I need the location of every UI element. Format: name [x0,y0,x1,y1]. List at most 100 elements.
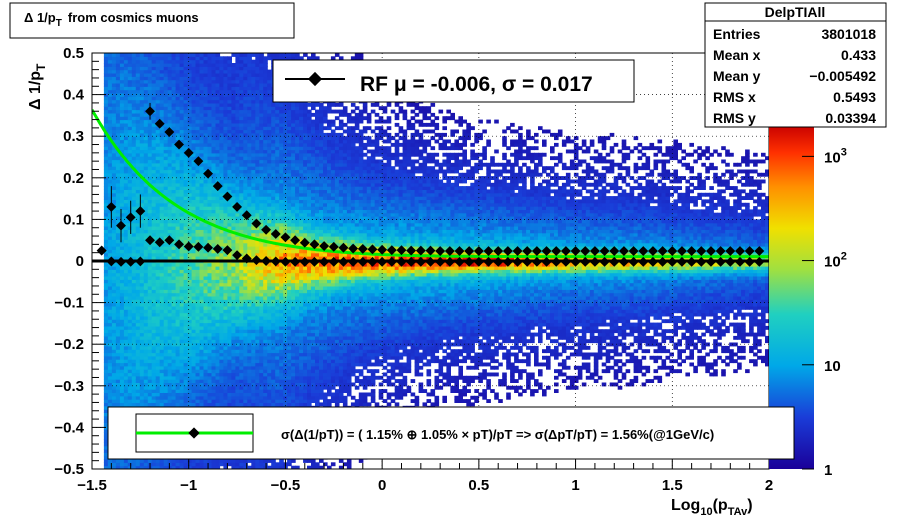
heatmap-cell [175,106,181,111]
heatmap-cell [175,349,181,354]
heatmap-cell [119,129,125,134]
heatmap-cell [235,342,240,347]
heatmap-cell [151,59,157,64]
heatmap-cell [183,375,189,380]
heatmap-cell [207,236,213,240]
heatmap-cell [231,299,236,304]
heatmap-cell [247,92,252,97]
heatmap-cell [195,272,201,277]
heatmap-cell [171,129,177,134]
heatmap-cell [103,299,109,304]
heatmap-cell [251,109,256,114]
heatmap-cell [191,236,197,240]
heatmap-cell [207,152,213,157]
heatmap-cell [119,202,125,207]
heatmap-cell [167,342,173,347]
heatmap-cell [199,242,205,247]
heatmap-cell [167,152,173,157]
heatmap-cell [167,272,173,277]
heatmap-cell [215,109,221,114]
heatmap-cell [211,332,217,337]
heatmap-cell [179,209,185,214]
heatmap-cell [219,212,224,217]
heatmap-cell [123,63,129,67]
heatmap-cell [195,325,201,330]
heatmap-cell [179,339,185,344]
heatmap-cell [167,83,173,87]
heatmap-cell [239,339,244,344]
heatmap-cell [243,226,248,230]
heatmap-cell [199,186,205,190]
heatmap-cell [151,89,157,94]
heatmap-cell [151,172,157,177]
heatmap-cell [103,69,109,74]
heatmap-cell [139,319,145,324]
heatmap-cell [199,322,205,327]
heatmap-cell [195,219,201,224]
heatmap-cell [211,109,217,114]
heatmap-cell [227,266,232,270]
heatmap-cell [111,335,117,340]
heatmap-cell [107,56,113,61]
heatmap-cell [195,136,201,141]
heatmap-cell [195,392,201,397]
heatmap-cell [115,142,121,147]
heatmap-cell [223,86,228,91]
heatmap-cell [131,389,137,393]
heatmap-cell [159,92,165,97]
heatmap-cell [199,372,205,377]
heatmap-cell [111,385,117,390]
heatmap-cell [179,149,185,154]
heatmap-cell [195,139,201,144]
heatmap-cell [207,96,213,101]
heatmap-cell [179,342,185,347]
heatmap-cell [191,169,197,174]
heatmap-cell [247,395,252,400]
heatmap-cell [123,129,129,134]
heatmap-cell [215,325,221,330]
heatmap-cell [123,206,129,210]
heatmap-cell [195,369,201,374]
heatmap-cell [107,102,113,107]
heatmap-cell [227,142,232,147]
heatmap-cell [167,465,173,469]
heatmap-cell [103,372,109,377]
heatmap-cell [119,362,125,367]
heatmap-cell [115,109,121,114]
heatmap-cell [195,256,201,260]
heatmap-cell [215,282,221,287]
heatmap-cell [235,136,240,141]
heatmap-cell [199,89,205,94]
heatmap-cell [227,299,232,304]
heatmap-cell [123,379,129,383]
heatmap-cell [247,192,252,197]
heatmap-cell [183,352,189,357]
heatmap-cell [179,182,185,187]
heatmap-cell [119,319,125,324]
heatmap-cell [235,385,240,390]
heatmap-cell [115,462,121,467]
heatmap-cell [199,176,205,180]
heatmap-cell [163,99,169,104]
heatmap-cell [183,83,189,87]
heatmap-cell [111,359,117,364]
heatmap-cell [199,232,205,237]
heatmap-cell [223,272,228,277]
heatmap-cell [143,142,149,147]
heatmap-cell [119,365,125,370]
heatmap-cell [167,389,173,393]
heatmap-cell [155,59,161,64]
heatmap-cell [147,66,153,71]
heatmap-cell [207,156,213,161]
heatmap-cell [195,152,201,157]
heatmap-cell [243,249,248,254]
heatmap-cell [223,276,228,280]
heatmap-cell [139,342,145,347]
heatmap-cell [191,266,197,270]
heatmap-cell [167,292,173,297]
heatmap-cell [171,242,177,247]
heatmap-cell [195,106,201,111]
heatmap-cell [247,132,252,137]
heatmap-cell [207,229,213,234]
heatmap-cell [183,392,189,397]
